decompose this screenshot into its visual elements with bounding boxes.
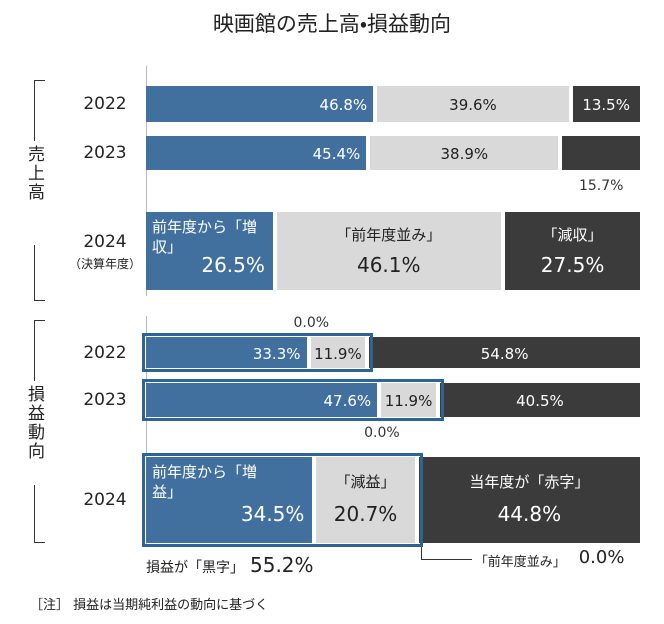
bar: 39.6% [377, 86, 569, 122]
category-label: 2022 [83, 342, 127, 363]
title: 映画館の売上高・損益動向 [212, 12, 452, 36]
bar [562, 136, 640, 170]
bracket [34, 320, 45, 381]
bar: 「前年度並み」 46.1% [276, 212, 501, 290]
series-name: 「前年度並み」 [336, 226, 442, 245]
bar: 前年度から「増益」 34.5% [146, 457, 313, 543]
category-label: 2024 [83, 490, 127, 510]
leader-line [420, 545, 472, 560]
bar: 11.9% [310, 337, 366, 368]
series-name: 前年度から「増収」 [152, 218, 258, 256]
value-label: 11.9% [384, 392, 433, 410]
bar: 13.5% [572, 86, 640, 122]
value-label: 46.8% [319, 96, 368, 114]
value-label: 0.0% [364, 425, 400, 441]
profit-outline [142, 379, 444, 421]
bar: 45.4% [146, 136, 367, 170]
bar: 46.8% [146, 86, 374, 122]
value-label: 45.4% [312, 145, 361, 163]
annotation-value: 55.2% [250, 553, 314, 577]
value-label: 33.3% [252, 344, 301, 363]
profit-outline [142, 453, 423, 547]
value-label: 34.5% [240, 502, 305, 526]
axis-line [146, 66, 147, 296]
series-name: 「減収」 [542, 226, 603, 245]
bar: 「減収」 27.5% [504, 212, 641, 290]
value-label: 0.0% [293, 315, 330, 331]
profit-outline [142, 333, 374, 372]
category-label: 2024 [83, 232, 127, 252]
annotation-text: 損益が「黒字」 [146, 560, 244, 576]
bar: 40.5% [439, 383, 640, 417]
value-label: 26.5% [201, 253, 265, 277]
value-label: 46.1% [356, 252, 421, 277]
bar: 当年度が「赤字」 44.8% [418, 457, 640, 543]
value-label: 27.5% [540, 252, 605, 277]
category-label: 2023 [83, 390, 127, 410]
value-label: 13.5% [582, 96, 630, 114]
value-label: 20.7% [333, 501, 398, 526]
value-label: 11.9% [314, 344, 362, 363]
value-label: 40.5% [516, 392, 564, 410]
value-label: 15.7% [578, 178, 624, 194]
group-label: 損益動向 [24, 385, 44, 461]
bar: 38.9% [370, 136, 559, 170]
bracket [34, 80, 45, 141]
value-label: 38.9% [440, 145, 489, 163]
bar: 「減益」 20.7% [316, 457, 415, 543]
value-label: 44.8% [497, 501, 562, 526]
bracket [34, 245, 45, 301]
value-label: 0.0% [578, 547, 625, 568]
category-label: 2023 [83, 143, 127, 163]
series-name: 前年度から「増益」 [152, 463, 258, 501]
series-name: 「前年度並み」 [474, 555, 566, 570]
axis-line [146, 316, 147, 546]
bar: 33.3% [146, 337, 307, 368]
category-label: 2022 [83, 94, 127, 114]
series-name: 「減益」 [335, 472, 396, 491]
group-label: 売上高 [24, 145, 44, 202]
series-name: 当年度が「赤字」 [469, 472, 590, 491]
bar: 前年度から「増収」 26.5% [146, 212, 273, 290]
value-label: 39.6% [449, 96, 497, 114]
bar: 47.6% [146, 383, 378, 417]
category-note: （決算年度） [68, 257, 141, 271]
note: ［注］ 損益は当期純利益の動向に基づく [30, 598, 269, 613]
bar: 11.9% [381, 383, 436, 417]
bracket [34, 485, 45, 543]
bar: 54.8% [369, 337, 640, 368]
value-label: 47.6% [323, 392, 372, 410]
value-label: 54.8% [480, 344, 529, 363]
